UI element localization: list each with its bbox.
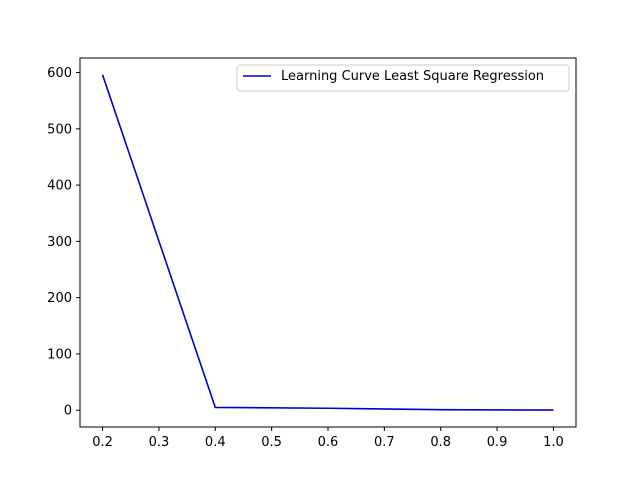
legend: Learning Curve Least Square Regression — [236, 64, 570, 92]
y-tick-label: 0 — [64, 404, 72, 419]
series-layer — [101, 74, 554, 411]
y-tick-label: 200 — [47, 291, 72, 306]
y-tick-label: 300 — [47, 235, 72, 250]
plot-area — [80, 58, 576, 427]
x-tick-label: 1.0 — [543, 435, 564, 450]
y-tick-label: 400 — [47, 179, 72, 194]
plot-frame — [79, 57, 577, 428]
legend-box — [236, 64, 570, 92]
y-axis-ticks: 0 100 200 300 400 500 600 — [47, 66, 80, 419]
x-tick-label: 0.5 — [261, 435, 282, 450]
y-tick-label: 100 — [47, 347, 72, 362]
x-tick-label: 0.7 — [374, 435, 395, 450]
legend-label: Learning Curve Least Square Regression — [281, 69, 544, 84]
x-tick-label: 0.4 — [205, 435, 226, 450]
x-tick-label: 0.9 — [487, 435, 508, 450]
x-tick-label: 0.8 — [430, 435, 451, 450]
x-tick-label: 0.3 — [149, 435, 170, 450]
x-axis-ticks: 0.2 0.3 0.4 0.5 0.6 0.7 0.8 0.9 1.0 — [92, 427, 564, 450]
y-tick-label: 500 — [47, 122, 72, 137]
y-tick-label: 600 — [47, 66, 72, 81]
x-tick-label: 0.6 — [318, 435, 339, 450]
x-tick-label: 0.2 — [92, 435, 113, 450]
